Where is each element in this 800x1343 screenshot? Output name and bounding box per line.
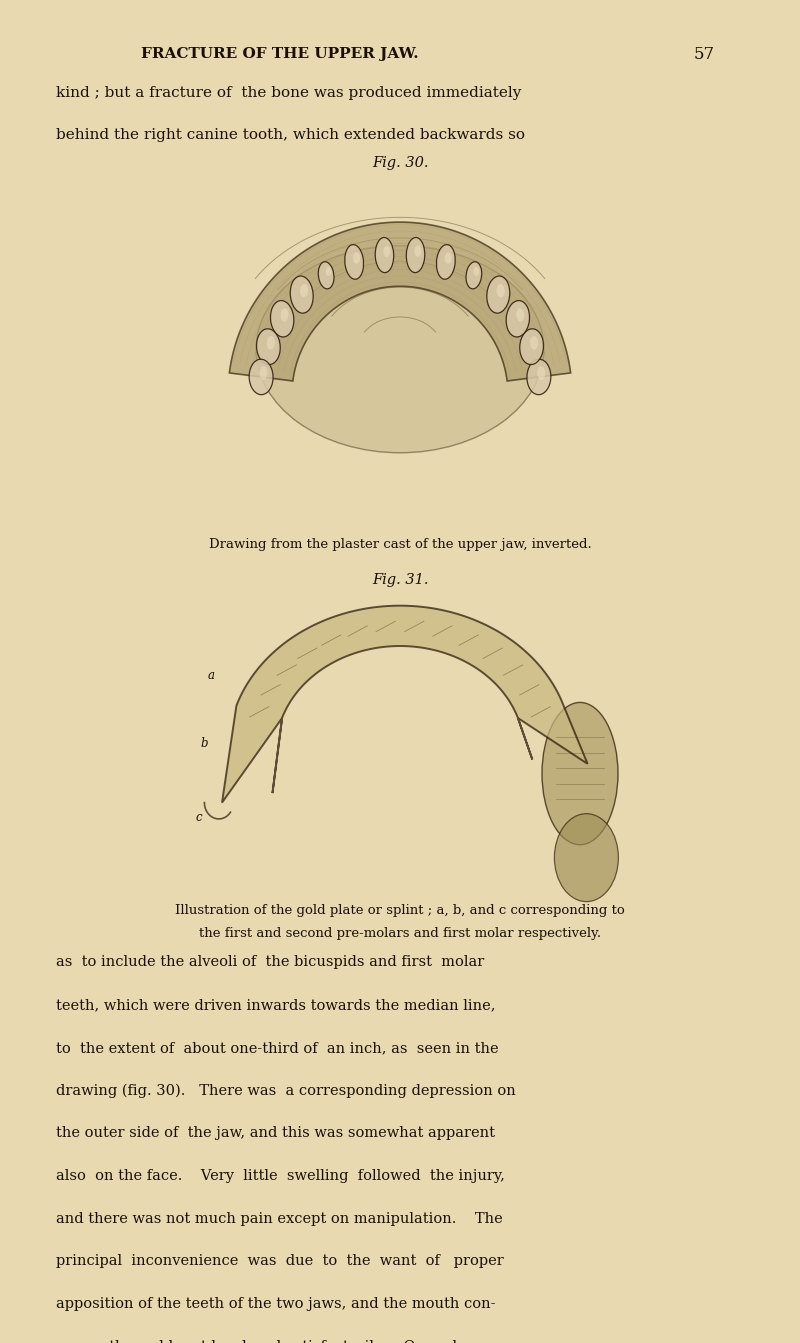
Ellipse shape	[300, 285, 308, 297]
Ellipse shape	[345, 244, 363, 279]
Text: behind the right canine tooth, which extended backwards so: behind the right canine tooth, which ext…	[56, 128, 525, 141]
Ellipse shape	[520, 329, 543, 364]
Ellipse shape	[353, 252, 360, 263]
Text: the outer side of  the jaw, and this was somewhat apparent: the outer side of the jaw, and this was …	[56, 1127, 495, 1140]
Text: Drawing from the plaster cast of the upper jaw, inverted.: Drawing from the plaster cast of the upp…	[209, 539, 591, 551]
Text: teeth, which were driven inwards towards the median line,: teeth, which were driven inwards towards…	[56, 998, 495, 1013]
Text: apposition of the teeth of the two jaws, and the mouth con-: apposition of the teeth of the two jaws,…	[56, 1297, 495, 1311]
Ellipse shape	[538, 367, 545, 380]
Ellipse shape	[466, 262, 482, 289]
Text: Fig. 31.: Fig. 31.	[372, 572, 428, 587]
Text: kind ; but a fracture of  the bone was produced immediately: kind ; but a fracture of the bone was pr…	[56, 86, 522, 101]
Ellipse shape	[326, 267, 331, 277]
Ellipse shape	[445, 252, 452, 263]
Ellipse shape	[554, 814, 618, 901]
Ellipse shape	[267, 336, 274, 349]
Ellipse shape	[270, 301, 294, 337]
Ellipse shape	[506, 301, 530, 337]
Text: FRACTURE OF THE UPPER JAW.: FRACTURE OF THE UPPER JAW.	[141, 47, 419, 62]
Text: sequently could  not be closed satisfactorily.    On endeavour-: sequently could not be closed satisfacto…	[56, 1339, 513, 1343]
Text: as  to include the alveoli of  the bicuspids and first  molar: as to include the alveoli of the bicuspi…	[56, 955, 484, 970]
Ellipse shape	[281, 308, 289, 321]
Text: and there was not much pain except on manipulation.    The: and there was not much pain except on ma…	[56, 1211, 502, 1226]
Ellipse shape	[256, 246, 544, 453]
Text: c: c	[196, 811, 202, 825]
Ellipse shape	[414, 246, 422, 257]
Ellipse shape	[542, 702, 618, 845]
Ellipse shape	[318, 262, 334, 289]
Ellipse shape	[437, 244, 455, 279]
Ellipse shape	[290, 277, 313, 313]
Text: drawing (fig. 30).   There was  a corresponding depression on: drawing (fig. 30). There was a correspon…	[56, 1084, 516, 1097]
Ellipse shape	[487, 277, 510, 313]
Ellipse shape	[530, 336, 538, 349]
Ellipse shape	[497, 285, 505, 297]
Ellipse shape	[474, 267, 479, 277]
Ellipse shape	[527, 359, 551, 395]
Polygon shape	[222, 606, 587, 803]
Ellipse shape	[257, 329, 280, 364]
Text: a: a	[208, 669, 214, 682]
Text: b: b	[200, 737, 208, 751]
Polygon shape	[230, 222, 570, 381]
Ellipse shape	[383, 246, 390, 257]
Text: 57: 57	[694, 46, 714, 63]
Ellipse shape	[249, 359, 273, 395]
Text: to  the extent of  about one-third of  an inch, as  seen in the: to the extent of about one-third of an i…	[56, 1041, 498, 1054]
Text: Illustration of the gold plate or splint ; a, b, and c corresponding to: Illustration of the gold plate or splint…	[175, 904, 625, 917]
Ellipse shape	[516, 308, 524, 321]
Text: also  on the face.    Very  little  swelling  followed  the injury,: also on the face. Very little swelling f…	[56, 1168, 505, 1183]
Ellipse shape	[375, 238, 394, 273]
Text: Fig. 30.: Fig. 30.	[372, 156, 428, 171]
Ellipse shape	[406, 238, 425, 273]
Ellipse shape	[260, 367, 267, 380]
Text: principal  inconvenience  was  due  to  the  want  of   proper: principal inconvenience was due to the w…	[56, 1254, 504, 1268]
Text: the first and second pre-molars and first molar respectively.: the first and second pre-molars and firs…	[199, 928, 601, 940]
